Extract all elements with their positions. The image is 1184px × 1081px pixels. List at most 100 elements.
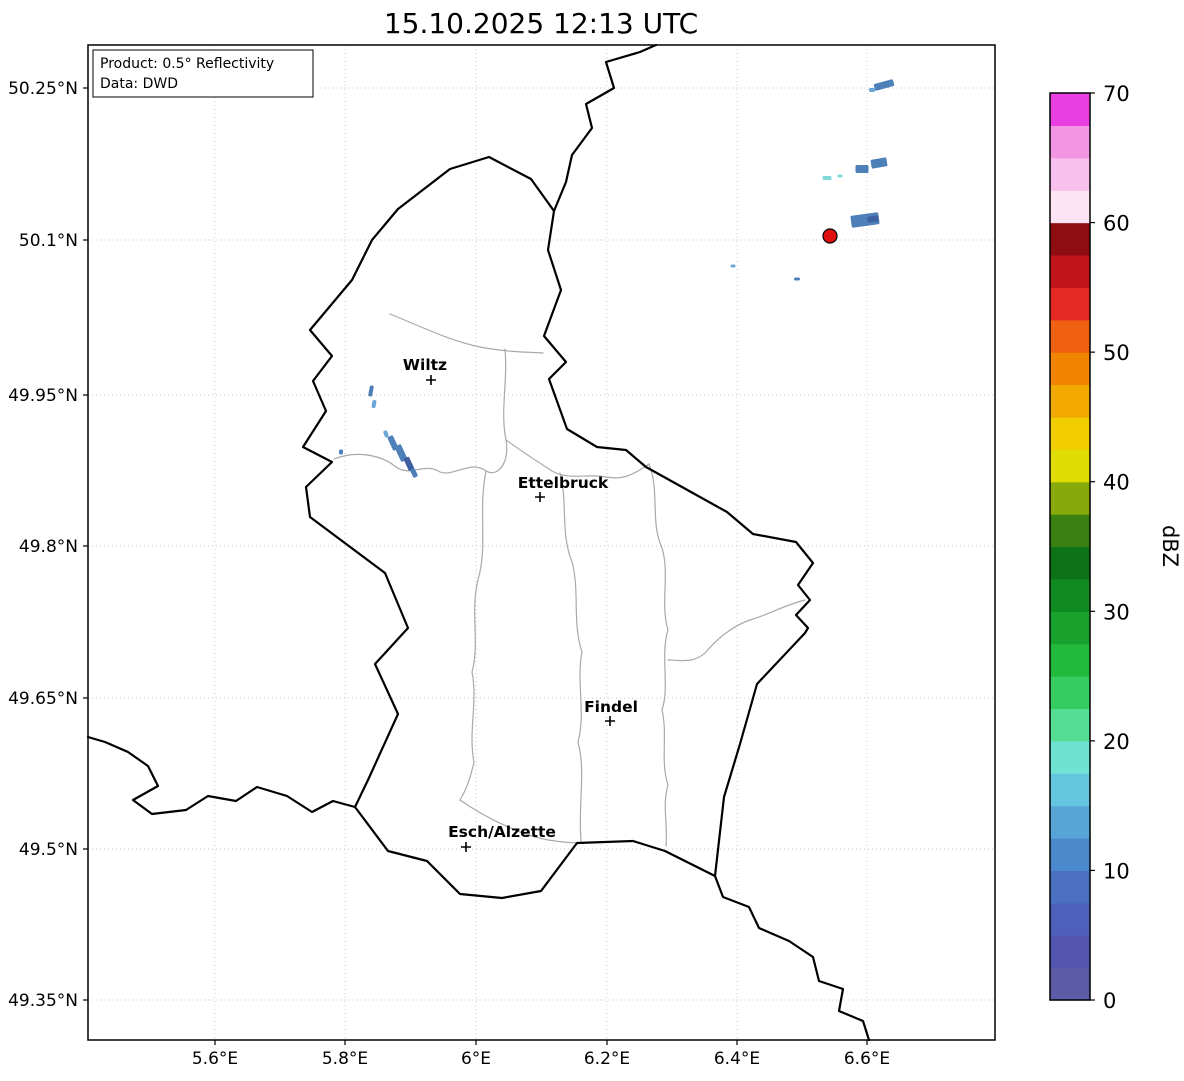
y-tick-label: 49.65°N: [8, 689, 78, 709]
city-label: Ettelbruck: [518, 474, 609, 492]
y-tick-label: 50.25°N: [8, 79, 78, 99]
district-boundary: [648, 463, 669, 847]
info-box: [92, 49, 314, 98]
colorbar-segment: [1050, 967, 1090, 1001]
colorbar-segment: [1050, 319, 1090, 353]
colorbar-segment: [1050, 449, 1090, 483]
colorbar-segment: [1050, 740, 1090, 774]
colorbar-segment: [1050, 935, 1090, 969]
colorbar-segment: [1050, 676, 1090, 710]
radar-echo: [394, 444, 408, 462]
colorbar-segment: [1050, 643, 1090, 677]
colorbar-segment: [1050, 578, 1090, 612]
city-label: Wiltz: [403, 356, 447, 374]
colorbar-segment: [1050, 773, 1090, 807]
colorbar-segment: [1050, 838, 1090, 872]
colorbar: 0 10 20 30 40 50 60 70: [1049, 82, 1130, 1013]
radar-echo: [794, 277, 800, 281]
district-boundary: [389, 313, 544, 354]
x-tick-label: 6°E: [461, 1049, 491, 1069]
radar-echo: [873, 79, 895, 91]
colorbar-tick-label: 20: [1103, 730, 1130, 754]
y-tick-label: 49.95°N: [8, 386, 78, 406]
radar-echo: [383, 430, 389, 438]
belgium-germany-border: [552, 43, 658, 213]
district-boundary: [559, 472, 583, 842]
colorbar-segment: [1050, 611, 1090, 645]
colorbar-tick-label: 40: [1103, 471, 1130, 495]
radar-echo: [870, 157, 888, 169]
colorbar-tick-label: 10: [1103, 859, 1130, 883]
radar-echo: [869, 88, 875, 92]
colorbar-segment: [1050, 870, 1090, 904]
colorbar-segment: [1050, 254, 1090, 288]
colorbar-segment: [1050, 125, 1090, 159]
colorbar-segment: [1050, 708, 1090, 742]
colorbar-unit-label: dBZ: [1158, 525, 1182, 567]
colorbar-segment: [1050, 93, 1090, 126]
colorbar-segment: [1050, 546, 1090, 580]
district-boundary: [333, 348, 508, 474]
colorbar-segment: [1050, 481, 1090, 515]
x-tick-label: 6.4°E: [714, 1049, 760, 1069]
radar-echo: [403, 456, 415, 472]
y-tick-label: 49.35°N: [8, 991, 78, 1011]
colorbar-segment: [1050, 157, 1090, 191]
axis-layer: 5.6°E 5.8°E 6°E 6.2°E 6.4°E 6.6°E 50.25°N 50.1°…: [8, 79, 890, 1069]
radar-echo: [339, 449, 343, 455]
district-boundary: [459, 799, 578, 844]
radar-site-layer: [822, 228, 838, 244]
radar-echo: [371, 399, 377, 409]
colorbar-segment: [1050, 352, 1090, 386]
france-germany-border: [713, 874, 871, 1042]
colorbar-frame: [1049, 92, 1091, 1001]
city-label: Findel: [584, 698, 638, 716]
radar-echo: [368, 385, 374, 397]
border-layer: [86, 43, 871, 1042]
radar-echo: [855, 165, 869, 173]
colorbar-tick-label: 60: [1103, 212, 1130, 236]
district-boundary: [459, 470, 487, 801]
radar-site-marker: [822, 228, 838, 244]
colorbar-tick-label: 70: [1103, 82, 1130, 106]
radar-echo: [837, 174, 843, 178]
city-marker: [535, 492, 545, 502]
colorbar-tick-label: 0: [1103, 989, 1116, 1013]
info-box-data-line: Data: DWD: [100, 76, 178, 92]
colorbar-segment: [1050, 190, 1090, 224]
city-layer: Wiltz Ettelbruck Findel Esch/Alzette: [403, 356, 638, 852]
colorbar-tick-label: 30: [1103, 600, 1130, 624]
france-belgium-border: [86, 735, 357, 816]
x-tick-label: 6.2°E: [584, 1049, 630, 1069]
city-marker: [605, 716, 615, 726]
y-tick-label: 50.1°N: [19, 231, 78, 251]
y-tick-label: 49.5°N: [19, 840, 78, 860]
info-box-product-line: Product: 0.5° Reflectivity: [100, 56, 274, 72]
colorbar-segment: [1050, 384, 1090, 418]
colorbar-segment: [1050, 805, 1090, 839]
radar-echo: [867, 215, 879, 223]
city-marker: [461, 842, 471, 852]
district-boundary: [505, 439, 650, 479]
radar-echo-layer: [339, 79, 895, 478]
radar-echo: [822, 176, 832, 180]
x-tick-label: 5.6°E: [192, 1049, 238, 1069]
radar-echo: [410, 468, 418, 478]
district-boundary: [667, 599, 806, 662]
colorbar-segment: [1050, 514, 1090, 548]
luxembourg-border: [301, 155, 815, 900]
plot-frame: [87, 44, 996, 1041]
colorbar-segment: [1050, 222, 1090, 256]
radar-echo: [730, 264, 736, 268]
city-marker: [426, 375, 436, 385]
city-label: Esch/Alzette: [448, 823, 556, 841]
colorbar-segment: [1050, 416, 1090, 450]
map-title: 15.10.2025 12:13 UTC: [384, 7, 698, 40]
x-tick-label: 6.6°E: [844, 1049, 890, 1069]
x-tick-label: 5.8°E: [322, 1049, 368, 1069]
colorbar-segment: [1050, 902, 1090, 936]
colorbar-tick-label: 50: [1103, 341, 1130, 365]
y-tick-label: 49.8°N: [19, 537, 78, 557]
